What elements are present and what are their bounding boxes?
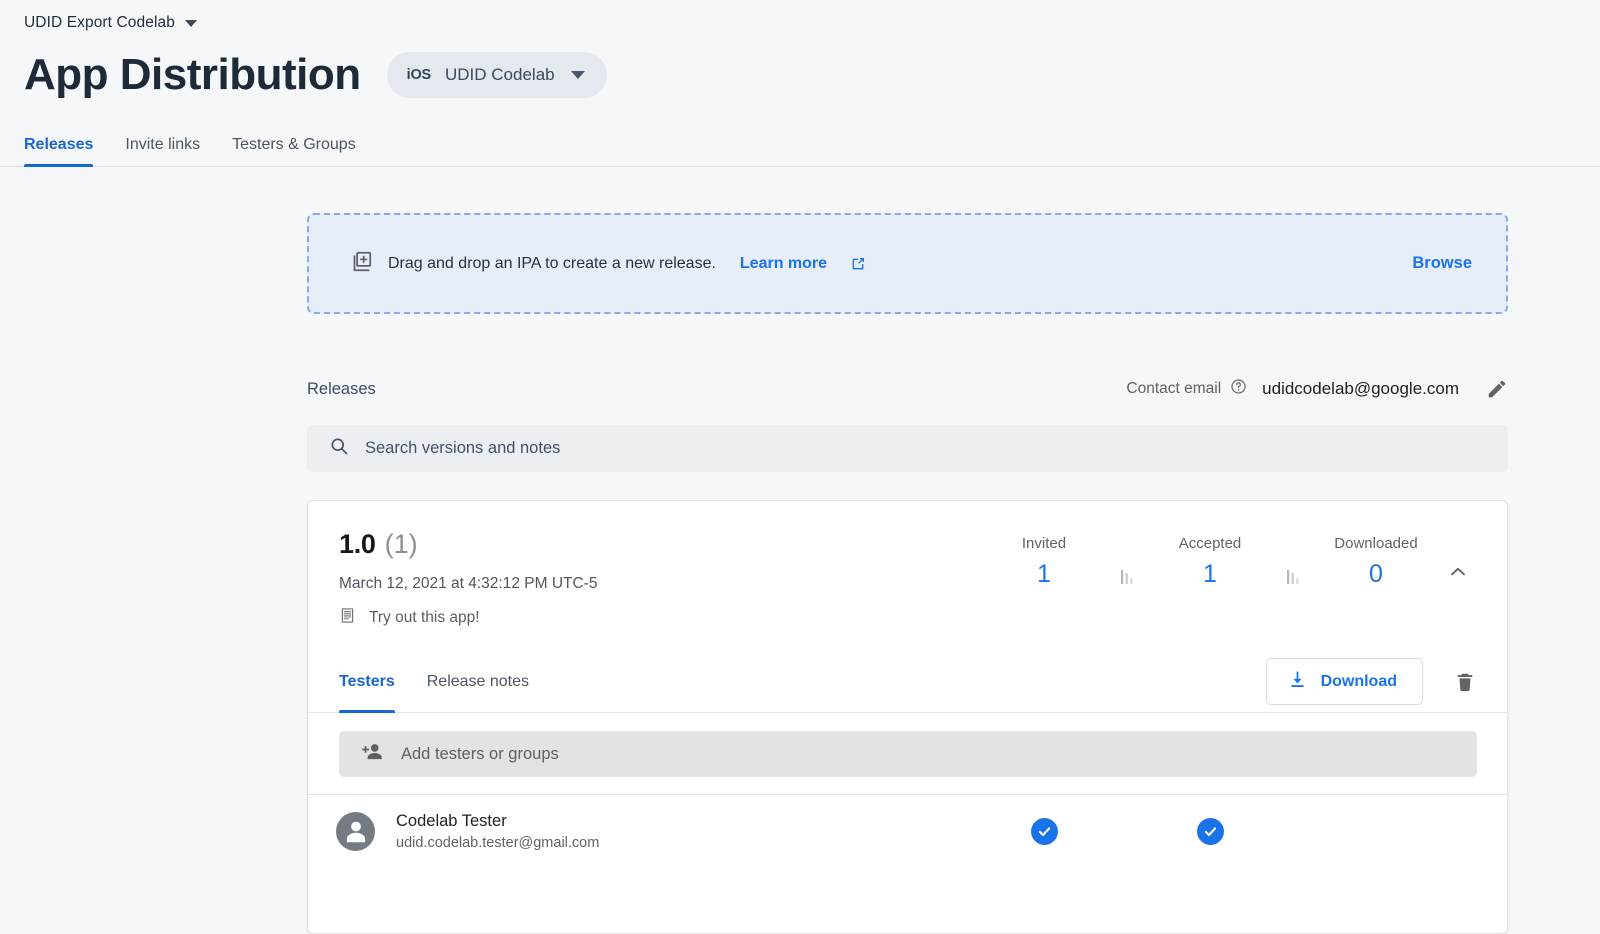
ios-platform-icon: iOS <box>406 67 432 83</box>
download-button[interactable]: Download <box>1265 658 1423 705</box>
tab-release-notes-label: Release notes <box>426 672 530 690</box>
chevron-up-icon[interactable] <box>1431 535 1485 583</box>
contact-email-label: Contact email <box>1126 380 1222 397</box>
check-circle-icon <box>1030 817 1058 845</box>
main-content: Drag and drop an IPA to create a new rel… <box>307 167 1508 934</box>
contact-email-value: udidcodelab@google.com <box>1262 379 1459 398</box>
download-button-label: Download <box>1320 672 1397 690</box>
stat-invited-label: Invited <box>1021 535 1067 552</box>
stat-accepted-value: 1 <box>1203 560 1217 588</box>
tester-email: udid.codelab.tester@gmail.com <box>396 834 600 851</box>
breadcrumb[interactable]: UDID Export Codelab <box>24 10 197 36</box>
stat-invited: Invited 1 <box>989 535 1099 589</box>
main-tabbar: Releases Invite links Testers & Groups <box>0 124 1600 167</box>
tab-testers[interactable]: Testers <box>339 651 395 713</box>
tab-invite-links[interactable]: Invite links <box>109 124 216 166</box>
search-icon <box>329 436 349 461</box>
tab-releases[interactable]: Releases <box>24 124 109 167</box>
stat-downloaded-value: 0 <box>1369 560 1383 588</box>
release-stats: Invited 1 Accepted 1 <box>989 529 1485 591</box>
releases-label: Releases <box>307 379 376 398</box>
trash-icon[interactable] <box>1450 667 1480 697</box>
release-notes-icon <box>339 607 356 629</box>
tab-testers-groups[interactable]: Testers & Groups <box>216 124 372 166</box>
check-circle-icon-2 <box>1196 817 1224 845</box>
add-testers-field[interactable]: Add testers or groups <box>339 731 1477 777</box>
tab-releases-label: Releases <box>24 136 94 153</box>
app-chip-name: UDID Codelab <box>445 65 555 84</box>
table-row[interactable]: Codelab Tester udid.codelab.tester@gmail… <box>308 795 1507 867</box>
help-circle-icon[interactable] <box>1230 378 1247 400</box>
tab-release-notes[interactable]: Release notes <box>427 651 529 712</box>
bar-chart-separator-icon <box>1099 535 1155 591</box>
breadcrumb-project-label: UDID Export Codelab <box>24 14 175 31</box>
external-link-icon[interactable] <box>850 256 866 272</box>
tester-name: Codelab Tester <box>396 811 507 830</box>
download-icon <box>1287 669 1308 695</box>
browse-button[interactable]: Browse <box>1412 254 1472 272</box>
stat-invited-value: 1 <box>1037 560 1051 588</box>
stat-accepted-label: Accepted <box>1178 535 1242 552</box>
search-bar[interactable]: Search versions and notes <box>307 425 1508 472</box>
add-testers-input[interactable]: Add testers or groups <box>401 744 559 763</box>
contact-email-group: Contact email udidcodelab@google.com <box>1126 378 1508 400</box>
tab-testers-groups-label: Testers & Groups <box>232 136 356 153</box>
add-to-library-icon <box>351 251 372 277</box>
release-version: 1.0 <box>339 529 376 559</box>
release-tabbar: Testers Release notes Download <box>308 651 1507 713</box>
chevron-down-icon[interactable] <box>184 19 197 27</box>
page-header: App Distribution iOS UDID Codelab <box>24 52 607 98</box>
learn-more-link[interactable]: Learn more <box>739 254 828 272</box>
app-selector-chip[interactable]: iOS UDID Codelab <box>386 52 607 98</box>
tester-invited-cell <box>989 817 1099 845</box>
stat-downloaded-label: Downloaded <box>1334 535 1418 552</box>
page-title: App Distribution <box>24 50 361 99</box>
release-date: March 12, 2021 at 4:32:12 PM UTC-5 <box>339 575 598 592</box>
pencil-icon[interactable] <box>1486 378 1508 400</box>
search-input[interactable]: Search versions and notes <box>365 439 561 457</box>
releases-section-header: Releases Contact email udidcodelab@googl… <box>307 374 1508 404</box>
person-avatar-icon <box>336 811 375 851</box>
tab-invite-links-label: Invite links <box>125 136 201 153</box>
ipa-dropzone[interactable]: Drag and drop an IPA to create a new rel… <box>307 213 1508 314</box>
chevron-down-icon[interactable] <box>570 71 585 79</box>
dropzone-text: Drag and drop an IPA to create a new rel… <box>388 254 716 272</box>
tester-accepted-cell <box>1155 817 1265 845</box>
release-build-number: (1) <box>384 529 418 559</box>
stat-downloaded: Downloaded 0 <box>1321 535 1431 589</box>
release-card: 1.0 (1) March 12, 2021 at 4:32:12 PM UTC… <box>307 500 1508 934</box>
bar-chart-separator-icon-2 <box>1265 535 1321 591</box>
release-card-header: 1.0 (1) March 12, 2021 at 4:32:12 PM UTC… <box>308 501 1507 629</box>
add-testers-row: Add testers or groups <box>308 713 1507 795</box>
release-notes-preview: Try out this app! <box>369 609 480 626</box>
stat-accepted: Accepted 1 <box>1155 535 1265 589</box>
person-add-icon <box>361 742 384 767</box>
tab-testers-label: Testers <box>339 672 395 690</box>
